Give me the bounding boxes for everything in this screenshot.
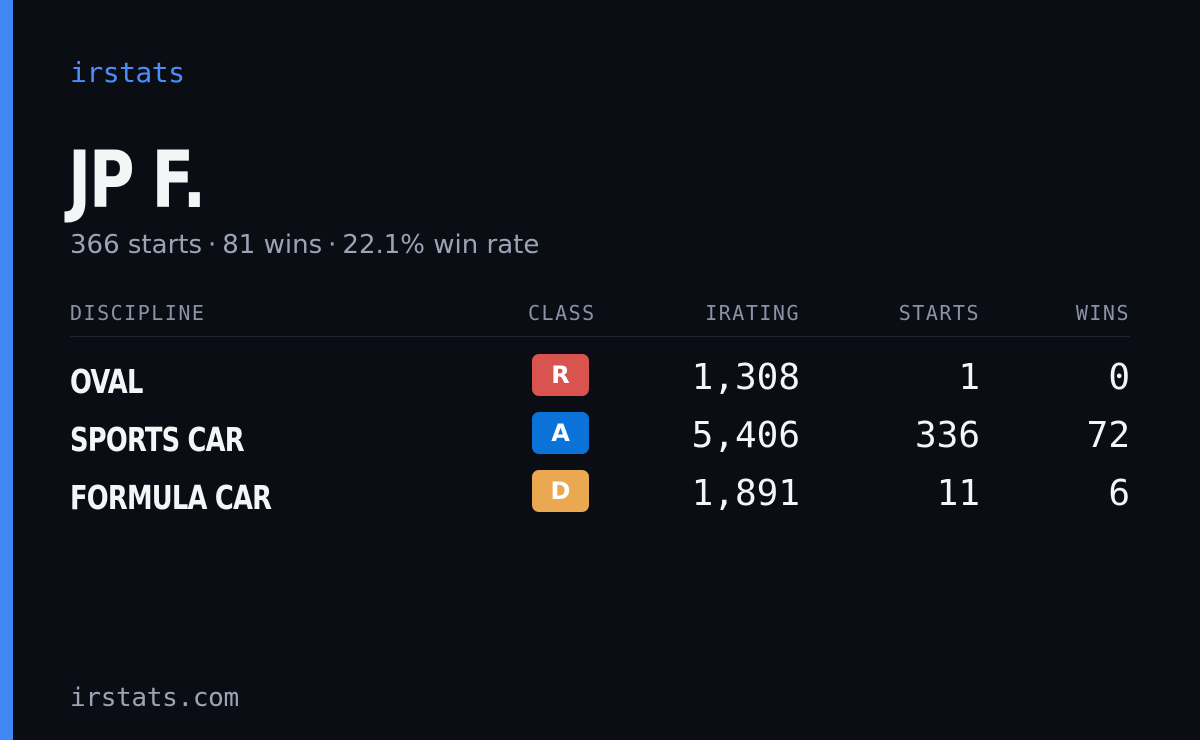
stats-table-header: DISCIPLINE CLASS IRATING STARTS WINS — [70, 300, 1130, 337]
table-row-oval: OVAL R 1,308 1 0 — [70, 350, 1130, 408]
starts-value: 11 — [936, 473, 980, 514]
wins-value: 6 — [1108, 473, 1130, 514]
irating-value: 5,406 — [691, 415, 800, 456]
driver-summary: 366 starts · 81 wins · 22.1% win rate — [70, 228, 539, 262]
accent-bar — [0, 0, 13, 740]
starts-value: 1 — [958, 357, 980, 398]
license-class-badge: A — [532, 412, 589, 454]
wins-value: 72 — [1086, 415, 1130, 456]
header-wins: WINS — [1075, 301, 1130, 325]
summary-separator: · — [328, 230, 337, 260]
license-class-badge: D — [532, 470, 589, 512]
brand-logo-text[interactable]: irstats — [70, 56, 185, 89]
irating-value: 1,308 — [691, 357, 800, 398]
driver-name: JP F. — [68, 136, 206, 226]
irating-value: 1,891 — [691, 473, 800, 514]
header-discipline: DISCIPLINE — [70, 301, 206, 325]
table-row-formula-car: FORMULA CAR D 1,891 11 6 — [70, 466, 1130, 524]
summary-separator: · — [208, 230, 217, 260]
discipline-label: OVAL — [70, 362, 143, 401]
discipline-label: FORMULA CAR — [70, 478, 272, 517]
wins-value: 0 — [1108, 357, 1130, 398]
starts-value: 336 — [914, 415, 980, 456]
summary-wins: 81 wins — [222, 230, 323, 260]
summary-starts: 366 starts — [70, 230, 202, 260]
stats-table-body: OVAL R 1,308 1 0 SPORTS CAR A 5,406 336 … — [70, 350, 1130, 524]
table-row-sports-car: SPORTS CAR A 5,406 336 72 — [70, 408, 1130, 466]
footer-site-url[interactable]: irstats.com — [70, 683, 239, 713]
header-starts: STARTS — [898, 301, 980, 325]
discipline-label: SPORTS CAR — [70, 420, 245, 459]
license-class-badge: R — [532, 354, 589, 396]
summary-win-rate: 22.1% win rate — [342, 230, 540, 260]
header-irating: IRATING — [705, 301, 800, 325]
header-class: CLASS — [528, 301, 596, 325]
